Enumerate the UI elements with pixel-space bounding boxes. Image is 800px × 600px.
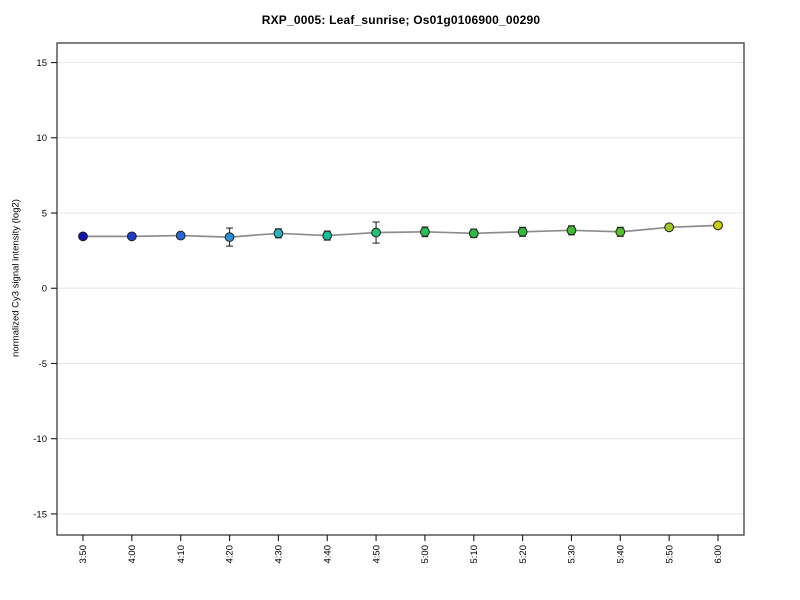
- x-tick-label: 4:20: [225, 545, 236, 564]
- x-tick-label: 6:00: [713, 545, 724, 564]
- x-tick-label: 5:20: [518, 545, 529, 564]
- data-point: [175, 230, 186, 241]
- x-tick-label: 3:50: [78, 545, 89, 564]
- y-tick-label: -5: [39, 359, 47, 370]
- x-tick-label: 4:30: [274, 545, 285, 564]
- data-point: [664, 222, 675, 233]
- data-point: [615, 226, 626, 237]
- data-point: [420, 226, 430, 237]
- data-point: [713, 220, 723, 231]
- x-tick-label: 4:50: [371, 545, 382, 564]
- data-point: [468, 228, 479, 239]
- y-tick-label: -10: [33, 434, 47, 445]
- data-point: [126, 231, 137, 242]
- y-tick-label: 15: [36, 58, 47, 69]
- x-tick-label: 4:40: [322, 545, 333, 564]
- x-tick-label: 5:30: [567, 545, 578, 564]
- x-tick-label: 5:00: [420, 545, 431, 564]
- data-point: [371, 227, 381, 238]
- data-point: [78, 231, 88, 242]
- data-point: [517, 226, 528, 237]
- plot-frame: [56, 42, 745, 536]
- y-tick-label: -15: [33, 509, 47, 520]
- y-tick-label: 5: [42, 208, 47, 219]
- data-point: [224, 232, 235, 242]
- data-point: [566, 225, 577, 236]
- series-line: [83, 224, 719, 238]
- x-tick-label: 4:00: [127, 545, 138, 564]
- x-tick-label: 5:50: [664, 545, 675, 564]
- y-tick-label: 0: [42, 284, 47, 295]
- x-tick-label: 4:10: [176, 545, 187, 564]
- data-point: [273, 228, 284, 239]
- y-tick-label: 10: [36, 133, 47, 144]
- x-tick-label: 5:10: [469, 545, 480, 564]
- data-point: [322, 230, 333, 241]
- chart-title: RXP_0005: Leaf_sunrise; Os01g0106900_002…: [261, 13, 541, 27]
- x-tick-label: 5:40: [616, 545, 627, 564]
